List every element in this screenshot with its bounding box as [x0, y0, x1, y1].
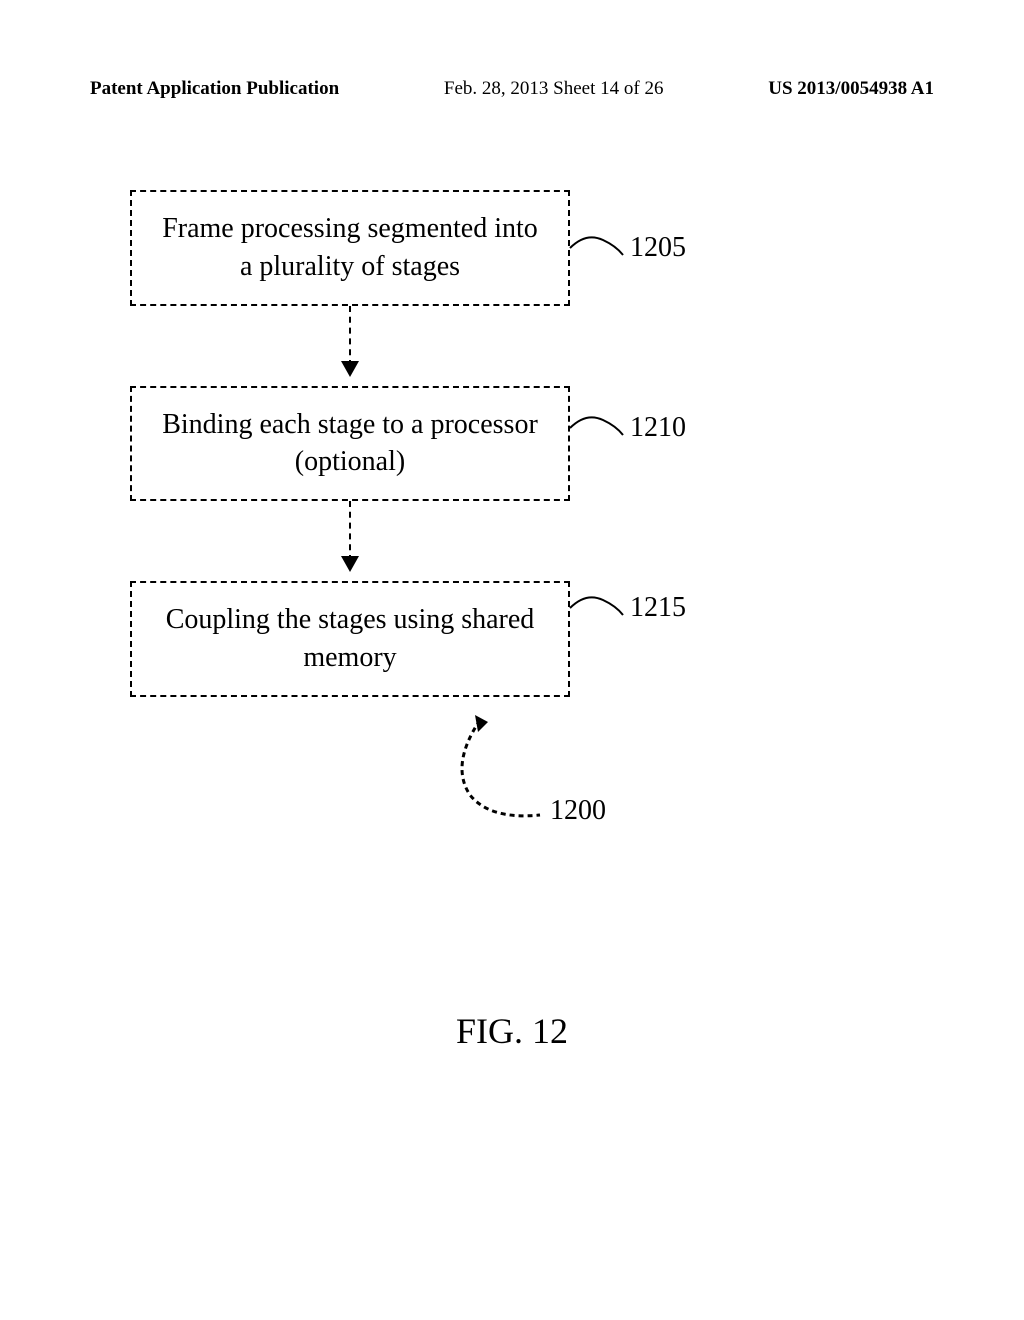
- flow-box-2-text: Binding each stage to a processor (optio…: [162, 409, 538, 478]
- header-right-text: US 2013/0054938 A1: [768, 78, 934, 100]
- label-1200: 1200: [550, 795, 606, 827]
- connector-1210: [568, 410, 628, 440]
- flowchart-diagram: Frame processing segmented into a plural…: [130, 190, 780, 697]
- arrow-head-icon: [341, 361, 359, 377]
- flow-box-2: Binding each stage to a processor (optio…: [130, 386, 570, 502]
- arrow-head-icon: [341, 556, 359, 572]
- label-1205: 1205: [630, 232, 686, 264]
- flow-box-3: Coupling the stages using shared memory: [130, 581, 570, 697]
- page-header: Patent Application Publication Feb. 28, …: [0, 78, 1024, 100]
- figure-caption: FIG. 12: [0, 1010, 1024, 1052]
- label-1210: 1210: [630, 412, 686, 444]
- flow-box-1-text: Frame processing segmented into a plural…: [162, 213, 538, 282]
- label-1215: 1215: [630, 592, 686, 624]
- arrow-line-icon: [349, 501, 351, 561]
- arrow-line-icon: [349, 306, 351, 366]
- header-center-text: Feb. 28, 2013 Sheet 14 of 26: [444, 78, 664, 100]
- arrow-2-to-3: [130, 501, 570, 581]
- flow-box-3-text: Coupling the stages using shared memory: [166, 604, 535, 673]
- flow-box-1: Frame processing segmented into a plural…: [130, 190, 570, 306]
- arrow-1-to-2: [130, 306, 570, 386]
- connector-1205: [568, 230, 628, 260]
- header-left-text: Patent Application Publication: [90, 78, 339, 100]
- connector-1215: [568, 590, 628, 620]
